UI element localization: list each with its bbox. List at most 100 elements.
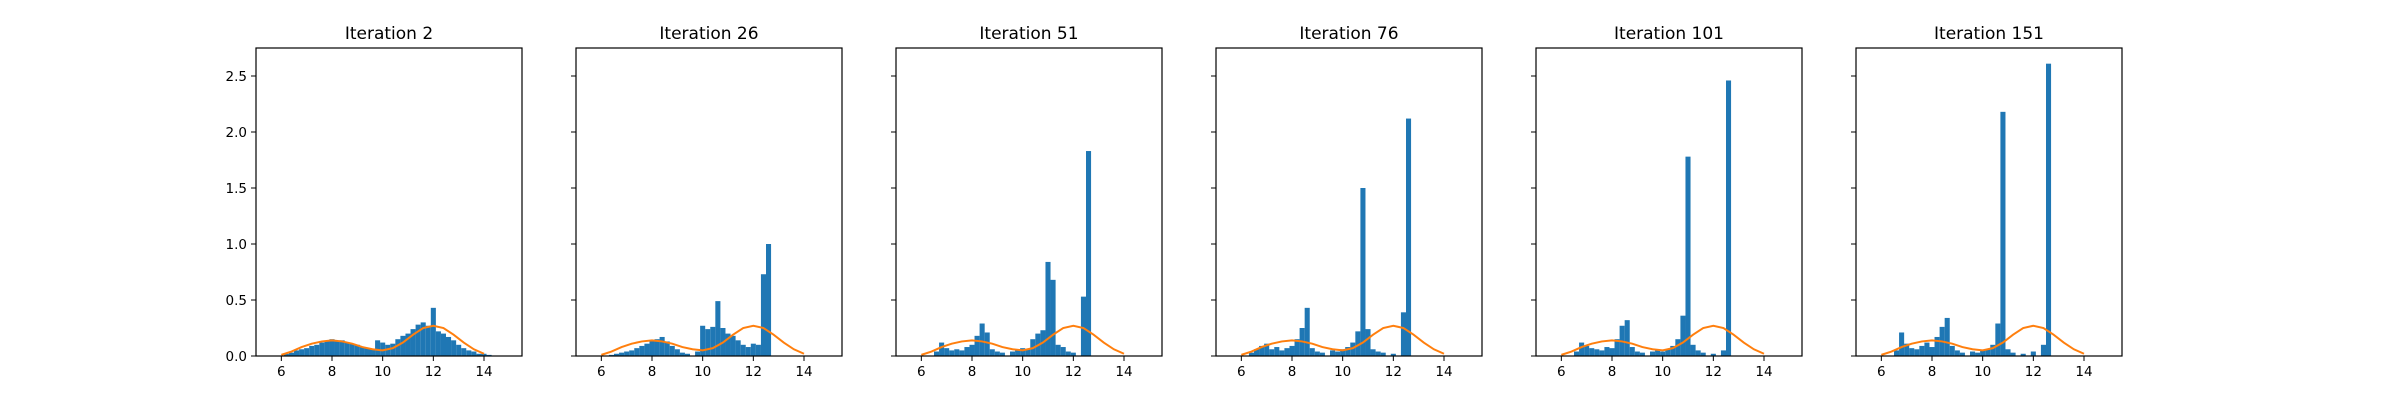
- histogram-bar: [359, 347, 365, 356]
- histogram-bar: [446, 336, 452, 356]
- histogram-bar: [1934, 336, 1940, 356]
- histogram-bar: [1050, 279, 1056, 356]
- histogram-bar: [954, 349, 960, 356]
- histogram-bar: [1248, 352, 1254, 356]
- histogram-bar: [2005, 349, 2011, 356]
- histogram-bar: [375, 340, 381, 356]
- x-tick-label: 6: [917, 364, 926, 380]
- x-tick-label: 6: [597, 364, 606, 380]
- panel-title: Iteration 2: [345, 24, 433, 44]
- histogram-bar: [1025, 349, 1031, 356]
- histogram-bar: [471, 351, 477, 356]
- histogram-bar: [461, 348, 467, 356]
- histogram-bar: [304, 348, 310, 356]
- panel-5: Iteration 101 6 8 10 12 14: [1531, 24, 1803, 380]
- histogram-bar: [466, 350, 472, 356]
- histogram-bar: [1909, 348, 1915, 356]
- histogram-bar: [1650, 351, 1656, 356]
- histogram-bar: [329, 339, 335, 356]
- density-curve: [1241, 324, 1445, 356]
- x-tick-label: 10: [1974, 364, 1991, 380]
- density-curve: [921, 324, 1125, 356]
- histogram-bar: [710, 326, 716, 356]
- histogram-bar: [1690, 344, 1696, 356]
- histogram-bar: [1370, 349, 1376, 356]
- histogram-bar: [420, 322, 426, 356]
- histogram-bar: [1904, 343, 1910, 356]
- histogram-bar: [1954, 350, 1960, 356]
- x-tick-label: 8: [648, 364, 657, 380]
- histogram-bar: [405, 333, 411, 356]
- histogram-bar: [725, 333, 731, 356]
- y-tick-label: 1.5: [226, 181, 247, 197]
- x-tick-label: 14: [1755, 364, 1772, 380]
- histogram-bar: [314, 344, 320, 356]
- histogram-bar: [2020, 353, 2026, 356]
- histogram-bar: [679, 352, 685, 356]
- histogram-bar: [989, 349, 995, 356]
- histogram-bar: [1990, 344, 1996, 356]
- histogram-bar: [1660, 351, 1666, 356]
- panel-3: Iteration 51 6 8 10 12 14: [891, 24, 1163, 380]
- histogram-bar: [1274, 347, 1280, 356]
- histogram-bar: [1670, 345, 1676, 356]
- histogram-bar: [334, 341, 340, 356]
- histogram-bar: [750, 343, 756, 356]
- histogram-bar: [1375, 351, 1381, 356]
- histogram-bar: [1284, 348, 1290, 356]
- x-tick-label: 6: [1557, 364, 1566, 380]
- y-tick-label: 1.0: [226, 237, 247, 253]
- x-tick-label: 14: [475, 364, 492, 380]
- histogram-bar: [2010, 352, 2016, 356]
- histogram-bar: [1304, 307, 1310, 356]
- histogram-bar: [1594, 349, 1600, 356]
- histogram-bar: [1330, 350, 1336, 356]
- density-curve: [281, 324, 485, 356]
- histogram-bar: [1400, 312, 1406, 356]
- histogram-bar: [1254, 349, 1260, 356]
- x-tick-label: 14: [1115, 364, 1132, 380]
- axes-frame: [895, 47, 1163, 357]
- histogram-bar: [294, 350, 300, 356]
- histogram-bar: [344, 342, 350, 356]
- histogram-bar: [1086, 151, 1092, 356]
- histogram-bar: [1355, 331, 1361, 356]
- x-tick-label: 8: [1288, 364, 1297, 380]
- histogram-bar: [1675, 339, 1681, 356]
- histogram-bar: [1360, 188, 1366, 356]
- histogram-bar: [1365, 329, 1371, 356]
- histogram-bar: [1015, 350, 1021, 356]
- histogram-bar: [969, 344, 975, 356]
- histogram-bar: [1919, 345, 1925, 356]
- x-tick-label: 12: [1705, 364, 1722, 380]
- histogram-bar: [451, 340, 457, 356]
- histogram-bar: [1294, 339, 1300, 356]
- histogram-bar: [354, 344, 360, 356]
- density-curve: [1561, 324, 1765, 356]
- histogram-bar: [1929, 347, 1935, 356]
- histogram-bar: [324, 341, 330, 356]
- histogram-bar: [614, 353, 620, 356]
- histogram-bar: [649, 340, 655, 356]
- histogram-bar: [1914, 349, 1920, 356]
- histogram-bar: [1264, 343, 1270, 356]
- histogram-bar: [1726, 80, 1732, 356]
- panel-6: Iteration 151 6 8 10 12 14: [1851, 24, 2123, 380]
- histogram-bar: [1680, 315, 1686, 356]
- x-tick-label: 12: [2025, 364, 2042, 380]
- histogram-bar: [1604, 347, 1610, 356]
- histogram-bar: [339, 340, 345, 356]
- histogram-bar: [999, 352, 1005, 356]
- histogram-bar: [715, 301, 721, 356]
- histogram-bar: [1579, 342, 1585, 356]
- histogram-bar: [1894, 350, 1900, 356]
- axes-frame: [1535, 47, 1803, 357]
- histogram-bar: [1070, 352, 1076, 356]
- histogram-bar: [1345, 347, 1351, 356]
- histogram-bar: [395, 339, 401, 356]
- x-tick-label: 10: [1654, 364, 1671, 380]
- histogram-bar: [740, 344, 746, 356]
- y-tick-label: 0.5: [226, 293, 247, 309]
- x-tick-label: 10: [374, 364, 391, 380]
- histogram-bar: [1975, 352, 1981, 356]
